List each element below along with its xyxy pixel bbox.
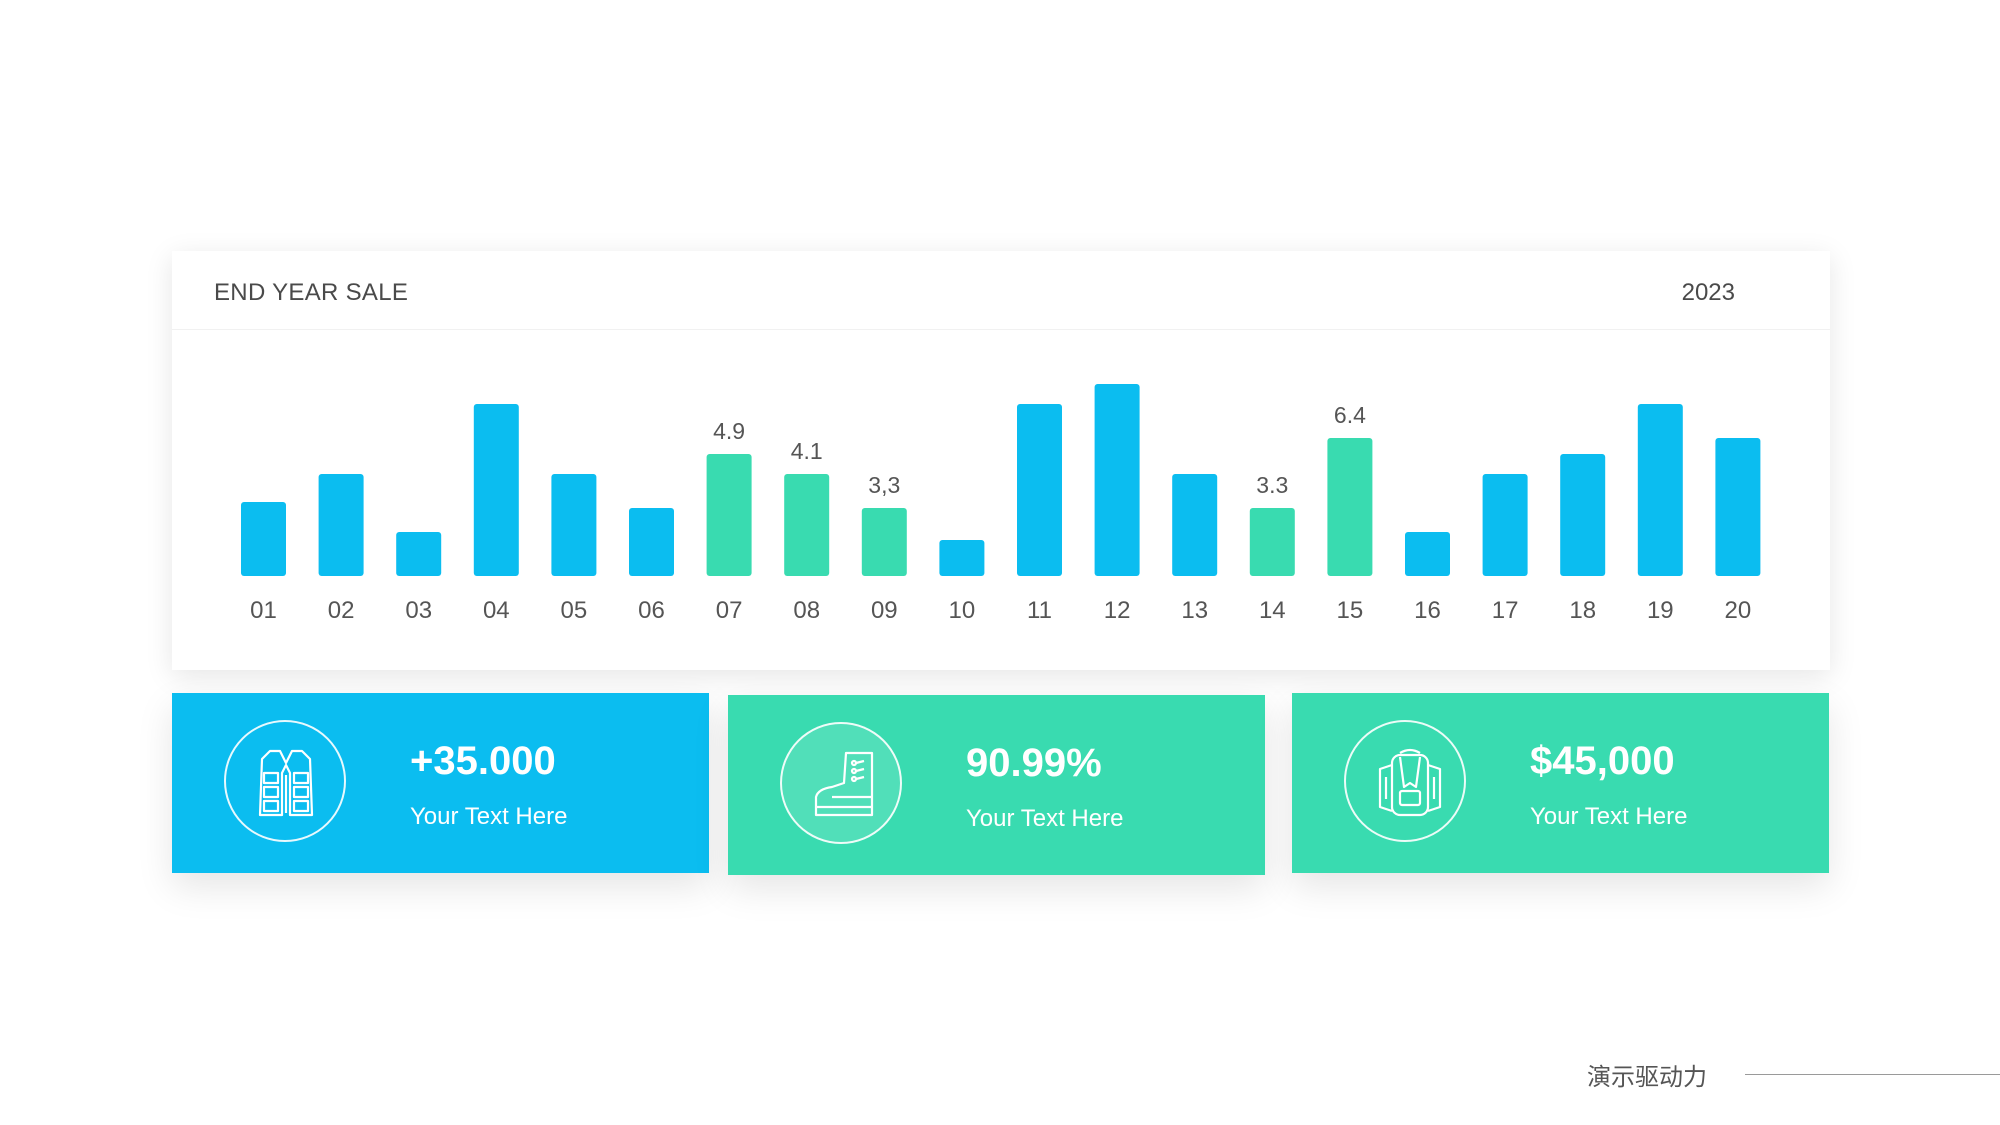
x-tick-label: 13 [1181, 597, 1208, 624]
x-tick-label: 11 [1027, 597, 1052, 624]
x-tick-label: 01 [250, 597, 277, 624]
x-tick-label: 14 [1259, 597, 1286, 624]
x-tick-label: 05 [561, 597, 588, 624]
bar-10 [939, 540, 985, 576]
data-label: 4.9 [713, 418, 745, 444]
x-tick-label: 07 [716, 597, 743, 624]
data-label: 3.3 [1256, 472, 1288, 498]
bar-05 [551, 474, 597, 576]
boot-icon [780, 722, 902, 844]
bar-13 [1172, 474, 1218, 576]
data-label: 3,3 [868, 472, 900, 498]
bar-09 [861, 508, 907, 576]
footer-divider [1745, 1074, 2000, 1075]
bar-04 [473, 404, 519, 576]
bar-06 [629, 508, 674, 576]
bar-08 [784, 474, 830, 576]
bar-18 [1560, 454, 1606, 576]
bar-03 [396, 532, 442, 576]
data-label: 4.1 [791, 438, 823, 464]
stat-label-3: Your Text Here [1530, 803, 1688, 830]
bar-07 [706, 454, 752, 576]
x-tick-label: 15 [1337, 597, 1364, 624]
bar-02 [318, 474, 364, 576]
stat-label-2: Your Text Here [966, 805, 1124, 832]
x-tick-label: 19 [1647, 597, 1674, 624]
data-label: 6.4 [1334, 402, 1366, 428]
x-tick-label: 09 [871, 597, 898, 624]
chart-year: 2023 [1681, 279, 1735, 306]
stat-value-3: $45,000 [1530, 739, 1675, 783]
vest-icon [224, 720, 346, 842]
bar-14 [1249, 508, 1295, 576]
x-tick-label: 08 [793, 597, 820, 624]
bar-12 [1094, 384, 1140, 576]
panel-header: END YEAR SALE 2023 [172, 251, 1830, 330]
stat-value-2: 90.99% [966, 741, 1102, 785]
chart-title: END YEAR SALE [214, 279, 409, 306]
backpack-icon [1344, 720, 1466, 842]
x-tick-label: 12 [1104, 597, 1131, 624]
x-tick-label: 10 [949, 597, 976, 624]
stat-value-1: +35.000 [410, 739, 556, 783]
x-tick-label: 17 [1492, 597, 1519, 624]
bar-17 [1482, 474, 1528, 576]
bar-19 [1637, 404, 1683, 576]
bar-01 [241, 502, 286, 576]
stat-card-3: $45,000 Your Text Here [1292, 693, 1829, 873]
x-tick-label: 03 [405, 597, 432, 624]
bar-16 [1405, 532, 1450, 576]
bar-15 [1327, 438, 1373, 576]
stat-card-1: +35.000 Your Text Here [172, 693, 709, 873]
x-tick-label: 04 [483, 597, 510, 624]
stat-label-1: Your Text Here [410, 803, 568, 830]
x-tick-label: 02 [328, 597, 355, 624]
sales-chart-panel: END YEAR SALE 2023 01 02 03 04 05 06 07 4.9 08 4.… [172, 251, 1830, 670]
bar-20 [1715, 438, 1761, 576]
x-tick-label: 18 [1569, 597, 1596, 624]
footer-brand: 演示驱动力 [1587, 1064, 1707, 1091]
bar-11 [1017, 404, 1062, 576]
bar-chart: 01 02 03 04 05 06 07 4.9 08 4.1 09 3,3 10 11 12 13 14 3.3… [241, 384, 1761, 624]
x-tick-label: 06 [638, 597, 665, 624]
x-tick-label: 16 [1414, 597, 1441, 624]
stat-card-2: 90.99% Your Text Here [728, 695, 1265, 875]
x-tick-label: 20 [1725, 597, 1752, 624]
